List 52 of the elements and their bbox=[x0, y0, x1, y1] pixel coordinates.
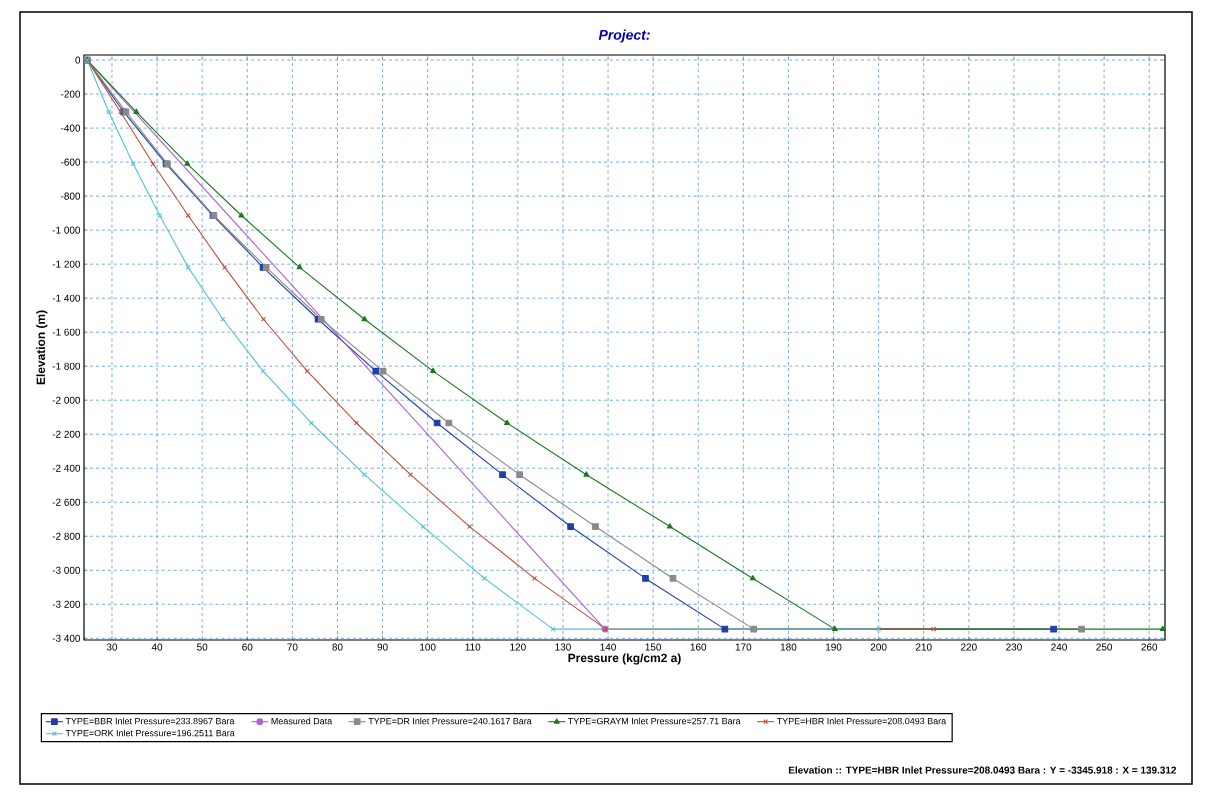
y-tick-label: -1 800 bbox=[52, 362, 81, 370]
text: Elevation :: TYPE=HBR Inlet Pressure=208.0493 Bara : Y = -3345.918 : X = 139.312 bbox=[788, 766, 1177, 774]
y-tick-label: -1 600 bbox=[52, 328, 81, 336]
y-tick-label: -2 600 bbox=[52, 498, 81, 506]
legend-label: Measured Data bbox=[271, 717, 333, 725]
y-axis-title: Elevation (m) bbox=[36, 310, 48, 385]
y-tick-label: -3 000 bbox=[52, 566, 81, 574]
legend-label: TYPE=GRAYM Inlet Pressure=257.71 Bara bbox=[568, 717, 741, 725]
y-tick-label: 0 bbox=[75, 56, 81, 64]
y-tick-label: -2 800 bbox=[52, 532, 81, 540]
y-tick-label: -3 400 bbox=[52, 634, 81, 642]
x-tick-label: 200 bbox=[870, 643, 887, 651]
x-tick-label: 220 bbox=[961, 643, 977, 651]
x-tick-label: 250 bbox=[1096, 643, 1113, 651]
chart-title: Project: bbox=[598, 29, 650, 43]
x-tick-label: 140 bbox=[600, 643, 616, 651]
x-tick-label: 50 bbox=[197, 643, 208, 651]
x-tick-label: 230 bbox=[1006, 643, 1022, 651]
legend-label: TYPE=HBR Inlet Pressure=208.0493 Bara bbox=[776, 717, 947, 725]
legend-label: TYPE=DR Inlet Pressure=240.1617 Bara bbox=[368, 717, 532, 725]
y-tick-label: -2 400 bbox=[52, 464, 81, 472]
legend-label: TYPE=ORK Inlet Pressure=196.2511 Bara bbox=[65, 729, 235, 737]
x-tick-label: 170 bbox=[735, 643, 752, 651]
x-tick-label: 100 bbox=[420, 643, 436, 651]
x-tick-label: 210 bbox=[915, 643, 932, 651]
x-tick-label: 130 bbox=[555, 643, 571, 651]
x-tick-label: 80 bbox=[332, 643, 343, 651]
x-tick-label: 30 bbox=[106, 643, 118, 651]
y-tick-label: -1 000 bbox=[52, 226, 81, 234]
legend-label: TYPE=BBR Inlet Pressure=233.8967 Bara bbox=[65, 717, 235, 725]
y-tick-label: -2 000 bbox=[52, 396, 81, 404]
x-tick-label: 40 bbox=[151, 643, 163, 651]
y-tick-label: -800 bbox=[60, 192, 81, 200]
y-tick-label: -3 200 bbox=[52, 600, 81, 608]
x-tick-label: 150 bbox=[645, 643, 662, 651]
x-tick-label: 110 bbox=[465, 643, 481, 651]
x-axis-title: Pressure (kg/cm2 a) bbox=[568, 653, 681, 665]
x-tick-label: 180 bbox=[780, 643, 797, 651]
y-tick-label: -200 bbox=[60, 90, 81, 98]
y-tick-label: -600 bbox=[60, 158, 81, 166]
y-tick-label: -2 200 bbox=[52, 430, 81, 438]
y-tick-label: -1 400 bbox=[52, 294, 81, 302]
x-tick-label: 120 bbox=[510, 643, 526, 651]
x-tick-label: 90 bbox=[377, 643, 388, 651]
x-tick-label: 70 bbox=[287, 643, 298, 651]
y-tick-label: -400 bbox=[60, 124, 81, 132]
x-tick-label: 190 bbox=[825, 643, 842, 651]
x-tick-label: 60 bbox=[242, 643, 253, 651]
x-tick-label: 160 bbox=[690, 643, 707, 651]
x-tick-label: 260 bbox=[1141, 643, 1158, 651]
y-tick-label: -1 200 bbox=[52, 260, 81, 268]
x-tick-label: 240 bbox=[1051, 643, 1067, 651]
